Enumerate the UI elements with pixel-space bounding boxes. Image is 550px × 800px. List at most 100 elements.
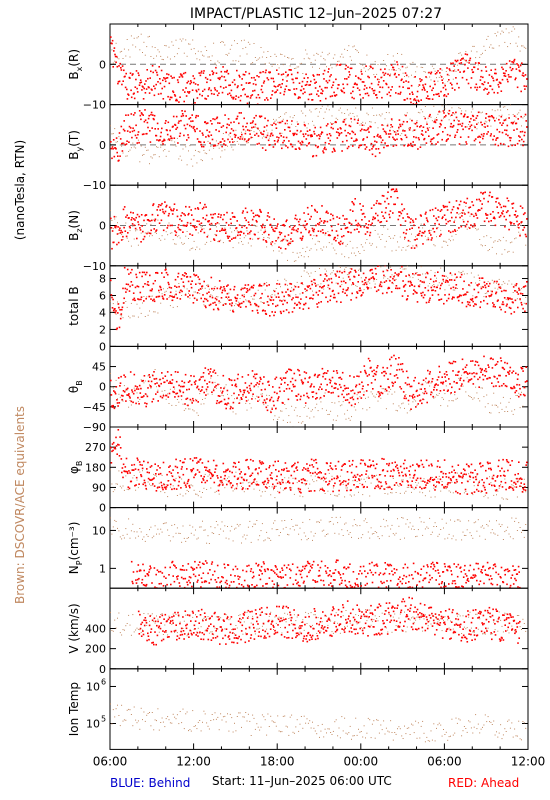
data-point [362,385,364,387]
data-point [136,87,138,90]
data-point [399,125,402,128]
data-point [239,390,242,393]
data-point [389,358,391,361]
data-point [428,232,431,234]
data-point [453,279,456,281]
data-point [467,303,470,306]
data-point [410,142,412,145]
data-point [202,287,203,289]
data-point [158,292,160,294]
data-point [161,396,164,399]
data-point [408,87,410,90]
data-point [143,133,145,135]
data-point [477,210,479,212]
data-point [214,233,216,235]
data-point [512,413,514,415]
data-point [492,302,494,304]
data-point [112,133,114,135]
data-point [415,236,417,238]
data-point [157,400,159,402]
data-point [283,390,285,392]
data-point [169,135,172,138]
data-point [204,46,206,48]
data-point [495,137,498,140]
data-point [110,141,112,143]
data-point [511,207,514,209]
data-point [263,399,266,401]
data-point [189,294,191,296]
data-point [190,120,192,123]
data-point [242,243,244,245]
data-point [525,244,527,246]
data-point [333,293,336,296]
data-point [432,227,434,230]
data-point [344,218,346,220]
data-point [132,44,134,46]
data-point [178,76,181,78]
data-point [436,394,437,396]
data-point [424,230,426,233]
data-point [462,219,464,221]
data-point [259,210,262,213]
data-point [329,95,332,98]
data-point [176,79,179,81]
data-point [526,78,528,80]
data-point [320,108,322,109]
data-point [121,142,123,145]
data-point [222,395,224,397]
data-point [113,390,115,392]
data-point [523,85,526,87]
data-point [312,238,313,240]
data-point [335,94,338,96]
data-point [208,223,211,226]
data-point [440,76,443,78]
data-point [319,386,321,388]
data-point [434,272,436,274]
data-point [444,83,446,85]
data-point [178,101,180,103]
data-point [435,143,437,145]
data-point [477,284,479,287]
data-point [207,140,209,142]
data-point [365,276,367,279]
data-point [205,214,208,217]
data-point [429,278,432,280]
data-point [117,226,119,228]
data-point [205,306,207,309]
data-point [384,68,386,70]
data-point [176,99,178,102]
data-point [509,398,511,400]
data-point [321,131,324,134]
data-point [327,370,329,372]
data-point [454,394,456,396]
data-point [238,303,241,306]
data-point [112,387,114,389]
data-point [300,143,303,146]
data-point [268,284,270,286]
data-point [132,392,135,395]
data-point [181,212,184,214]
data-point [512,61,515,64]
data-point [261,302,263,303]
data-point [382,71,384,74]
data-point [329,139,331,142]
data-point [485,212,487,215]
data-point [232,309,234,311]
data-point [509,298,511,300]
data-point [522,117,524,119]
data-point [452,239,454,241]
data-point [303,270,305,272]
data-point [461,125,463,127]
data-point [350,117,352,120]
data-point [121,306,124,309]
data-point [151,288,153,290]
data-point [468,227,471,229]
data-point [213,239,216,241]
data-point [381,96,383,99]
data-point [412,130,414,132]
data-point [487,250,489,252]
data-point [511,203,513,205]
data-point [459,276,462,278]
data-point [239,306,242,308]
data-point [373,74,375,76]
